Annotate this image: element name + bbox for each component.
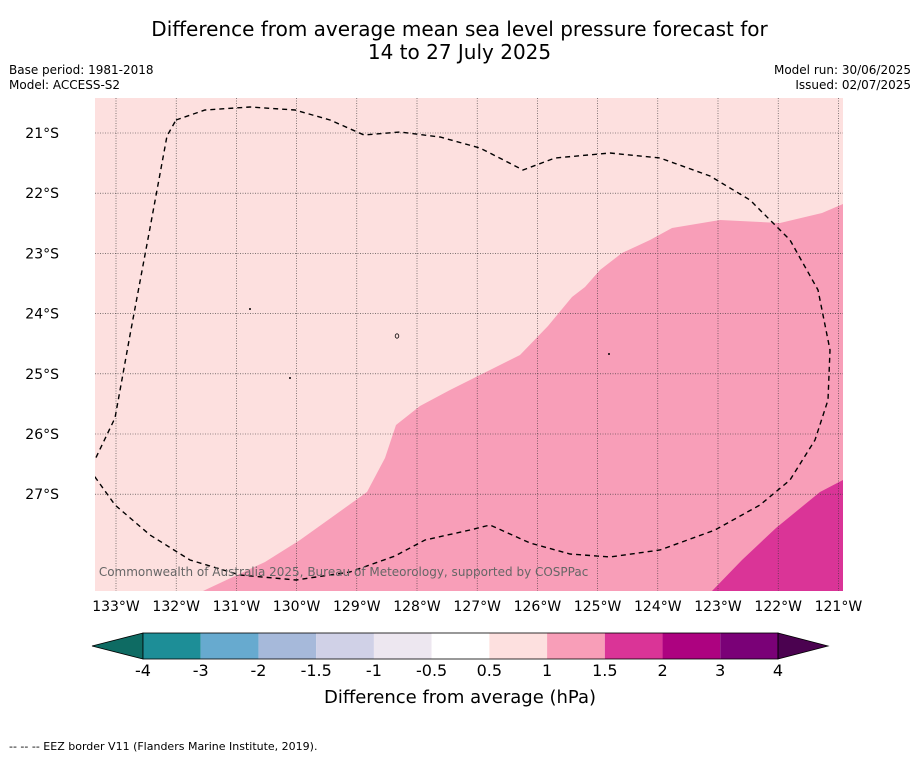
longitude-labels: 133°W 132°W 131°W 130°W 129°W 128°W 127°W 126°W… bbox=[92, 599, 862, 615]
colorbar-segment bbox=[373, 633, 432, 659]
latitude-label: 27°S bbox=[25, 487, 59, 503]
latitude-label: 25°S bbox=[25, 367, 59, 383]
base-period: Base period: 1981-2018 bbox=[9, 63, 154, 77]
island-dot bbox=[608, 353, 610, 355]
colorbar-segment bbox=[489, 633, 548, 659]
colorbar-tick-label: 4 bbox=[773, 661, 783, 680]
colorbar bbox=[91, 632, 830, 660]
title-line-1: Difference from average mean sea level p… bbox=[151, 17, 768, 41]
latitude-label: 22°S bbox=[25, 186, 59, 202]
longitude-label: 126°W bbox=[514, 599, 562, 615]
island-outline bbox=[394, 333, 400, 339]
model-run: Model run: 30/06/2025 bbox=[773, 63, 911, 77]
colorbar-segment bbox=[316, 633, 374, 659]
colorbar-segment bbox=[431, 633, 490, 659]
colorbar-tick-label: -0.5 bbox=[416, 661, 447, 680]
longitude-label: 131°W bbox=[213, 599, 261, 615]
colorbar-segment bbox=[604, 633, 663, 659]
issued-date: Issued: 02/07/2025 bbox=[795, 78, 911, 92]
latitude-label: 26°S bbox=[25, 427, 59, 443]
colorbar-tick-label: -4 bbox=[135, 661, 151, 680]
colorbar-tick-label: -3 bbox=[193, 661, 209, 680]
colorbar-tick-label: 0.5 bbox=[477, 661, 502, 680]
eez-legend: -- -- -- EEZ border V11 (Flanders Marine… bbox=[9, 740, 318, 753]
longitude-label: 121°W bbox=[815, 599, 863, 615]
copyright-text: © Commonwealth of Australia 2025, Bureau… bbox=[83, 565, 588, 579]
colorbar-tick-label: -1.5 bbox=[301, 661, 332, 680]
colorbar-ticks: -4 -3 -2 -1.5 -1 -0.5 0.5 1 1.5 2 3 4 bbox=[135, 661, 783, 680]
longitude-label: 125°W bbox=[574, 599, 622, 615]
title-line-2: 14 to 27 July 2025 bbox=[367, 40, 552, 64]
colorbar-segment bbox=[720, 633, 778, 659]
longitude-label: 123°W bbox=[694, 599, 742, 615]
band-1-5-to-2 bbox=[712, 480, 843, 591]
colorbar-segment bbox=[258, 633, 317, 659]
island-dot bbox=[249, 308, 251, 310]
colorbar-tick-label: 1 bbox=[542, 661, 552, 680]
longitude-label: 128°W bbox=[393, 599, 441, 615]
colorbar-segment bbox=[547, 633, 605, 659]
island-dot bbox=[289, 377, 291, 379]
colorbar-tick-label: -2 bbox=[250, 661, 266, 680]
colorbar-extend-high bbox=[777, 632, 830, 660]
gridlines bbox=[95, 98, 843, 591]
longitude-label: 127°W bbox=[453, 599, 501, 615]
chart-title: Difference from average mean sea level p… bbox=[0, 18, 919, 64]
latitude-labels: 21°S 22°S 23°S 24°S 25°S 26°S 27°S bbox=[25, 126, 59, 503]
colorbar-segment bbox=[143, 633, 201, 659]
latitude-label: 24°S bbox=[25, 307, 59, 323]
map-area: © Commonwealth of Australia 2025, Bureau… bbox=[83, 98, 843, 591]
colorbar-tick-label: 2 bbox=[657, 661, 667, 680]
longitude-label: 133°W bbox=[92, 599, 140, 615]
longitude-label: 124°W bbox=[634, 599, 682, 615]
longitude-label: 132°W bbox=[152, 599, 200, 615]
colorbar-tick-label: 1.5 bbox=[592, 661, 617, 680]
latitude-label: 21°S bbox=[25, 126, 59, 142]
model-name: Model: ACCESS-S2 bbox=[9, 78, 121, 92]
colorbar-segment bbox=[662, 633, 721, 659]
longitude-label: 130°W bbox=[273, 599, 321, 615]
colorbar-tick-label: 3 bbox=[715, 661, 725, 680]
colorbar-tick-label: -1 bbox=[366, 661, 382, 680]
colorbar-label: Difference from average (hPa) bbox=[324, 687, 596, 708]
colorbar-extend-low bbox=[91, 632, 144, 660]
latitude-label: 23°S bbox=[25, 246, 59, 262]
longitude-label: 129°W bbox=[333, 599, 381, 615]
colorbar-segment bbox=[200, 633, 259, 659]
eez-border bbox=[95, 106, 831, 581]
longitude-label: 122°W bbox=[754, 599, 802, 615]
meta-right: Model run: 30/06/2025 Issued: 02/07/2025 bbox=[774, 63, 911, 93]
colorbar-frame bbox=[142, 632, 779, 660]
meta-left: Base period: 1981-2018 Model: ACCESS-S2 bbox=[9, 63, 154, 93]
